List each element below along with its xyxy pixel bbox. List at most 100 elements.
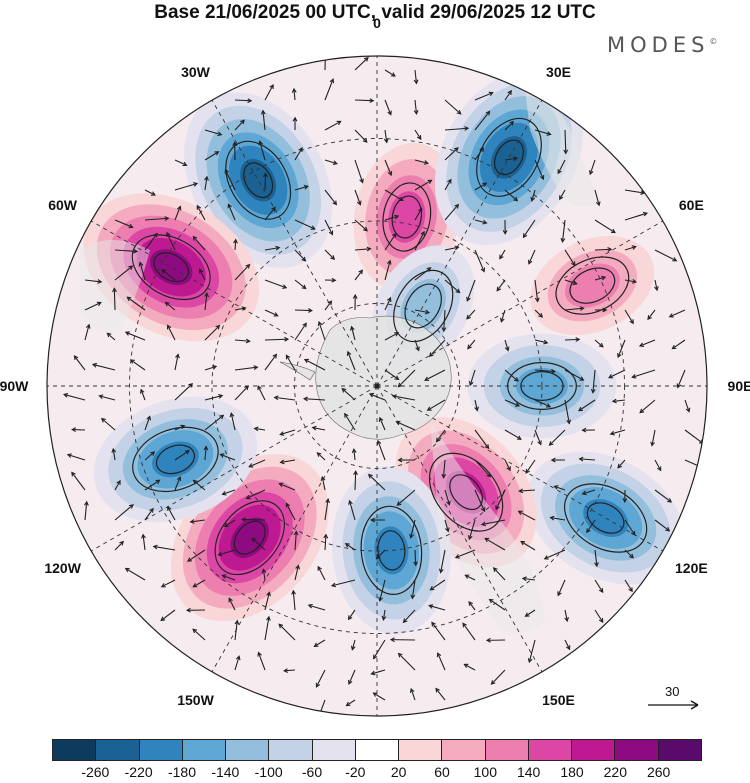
wind-arrow (242, 518, 266, 521)
wind-arrow-head (112, 287, 117, 293)
colorbar-swatch (226, 740, 270, 760)
wind-arrow-head (572, 280, 578, 286)
wind-arrow-head (303, 184, 309, 190)
wind-arrow-head (525, 468, 530, 474)
wind-arrow-head (566, 419, 572, 425)
colorbar-swatch (139, 740, 183, 760)
wind-arrow-head (581, 427, 587, 433)
colorbar-swatch (572, 740, 616, 760)
wind-arrow-head (180, 424, 186, 430)
wind-arrow-head (351, 448, 357, 454)
wind-arrow (474, 111, 490, 131)
wind-arrow (651, 429, 656, 446)
wind-arrow-head (413, 109, 419, 116)
wind-arrow (443, 309, 446, 332)
wind-arrow-head (352, 293, 358, 299)
wind-arrow (444, 147, 459, 161)
wind-arrow-head (386, 259, 392, 265)
wind-arrow-head (167, 505, 172, 511)
wind-arrow-head (454, 245, 460, 251)
wind-arrow (414, 99, 418, 114)
wind-arrow-head (575, 337, 581, 342)
colorbar-swatch (399, 740, 443, 760)
wind-arrow (125, 331, 146, 341)
wind-arrow-head (456, 109, 462, 115)
wind-arrow-head (362, 138, 368, 143)
wind-arrow-head (466, 314, 471, 320)
wind-arrow-head (316, 452, 322, 457)
wind-arrow-head (611, 398, 617, 404)
wind-arrow (144, 416, 151, 431)
wind-arrow-head (234, 619, 240, 625)
wind-arrow-head (557, 591, 562, 597)
wind-arrow-head (622, 498, 628, 504)
wind-arrow (444, 246, 459, 251)
wind-arrow (684, 399, 690, 412)
wind-arrow (317, 566, 326, 581)
wind-arrow-head (124, 331, 130, 336)
wind-arrow (67, 454, 86, 461)
wind-arrow (345, 543, 356, 551)
wind-arrow (534, 279, 539, 302)
wind-arrow (384, 159, 392, 176)
wind-arrow-head (119, 540, 124, 546)
wind-arrow-head (315, 682, 321, 688)
wind-arrow (474, 92, 493, 101)
wind-arrow-head (479, 146, 484, 152)
wind-arrow (384, 215, 399, 221)
wind-arrow-head (435, 687, 440, 693)
wind-arrow-head (423, 160, 429, 165)
wind-arrow (257, 385, 266, 401)
wind-arrow-head (308, 308, 313, 313)
wind-arrow-head (283, 668, 289, 673)
wind-arrow (294, 323, 307, 341)
wind-arrow-head (176, 476, 182, 482)
wind-arrow-head (356, 200, 362, 206)
wind-arrow-head (513, 196, 519, 202)
wind-arrow (112, 448, 116, 461)
wind-arrow-head (383, 138, 389, 144)
wind-arrow-head (464, 574, 470, 579)
wind-arrow (465, 574, 476, 581)
wind-arrow (324, 79, 334, 101)
wind-arrow (126, 296, 146, 311)
colorbar-swatch (96, 740, 140, 760)
wind-arrow (280, 429, 296, 436)
wind-arrow-head (219, 414, 225, 420)
wind-arrow-head (392, 232, 397, 238)
wind-arrow (166, 232, 176, 251)
wind-arrow-head (413, 79, 419, 85)
wind-arrow-head (233, 238, 238, 244)
wind-arrow (354, 219, 368, 232)
wind-arrow-head (610, 228, 616, 234)
wind-arrow (632, 369, 656, 378)
wind-arrow (544, 549, 566, 560)
wind-arrow-head (185, 607, 191, 613)
wind-arrow-head (359, 178, 364, 184)
wind-arrow-head (227, 203, 232, 209)
wind-arrow-head (410, 594, 416, 600)
wind-arrow-head (323, 533, 329, 539)
wind-arrow-head (428, 604, 434, 609)
wind-arrow-head (245, 263, 251, 269)
wind-arrow-head (192, 628, 198, 634)
wind-arrow (204, 176, 208, 191)
wind-arrow (160, 609, 176, 621)
wind-arrow-head (484, 444, 490, 450)
wind-arrow (354, 129, 368, 143)
wind-arrow (594, 248, 612, 251)
wind-arrow (113, 288, 116, 311)
wind-arrow-head (85, 323, 91, 329)
wind-arrow (424, 369, 446, 381)
wind-arrow-head (438, 568, 444, 574)
wind-arrow-head (507, 89, 512, 95)
wind-arrow (369, 393, 386, 401)
wind-arrow (617, 339, 626, 358)
wind-arrow-head (217, 131, 223, 137)
anomaly-band (149, 249, 193, 286)
reference-arrow-head (690, 700, 699, 710)
wind-arrow (525, 459, 536, 474)
wind-arrow-head (215, 324, 221, 330)
wind-arrow-head (129, 359, 135, 364)
wind-arrow-head (417, 207, 423, 213)
